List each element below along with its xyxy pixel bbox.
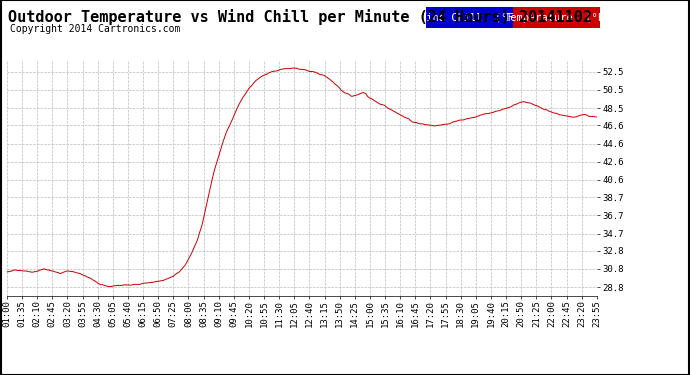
Text: Copyright 2014 Cartronics.com: Copyright 2014 Cartronics.com <box>10 24 181 34</box>
Text: Wind Chill  (°F): Wind Chill (°F) <box>420 13 520 23</box>
Text: Temperature  (°F): Temperature (°F) <box>504 13 610 23</box>
Text: Outdoor Temperature vs Wind Chill per Minute (24 Hours) 20141102: Outdoor Temperature vs Wind Chill per Mi… <box>8 9 592 26</box>
